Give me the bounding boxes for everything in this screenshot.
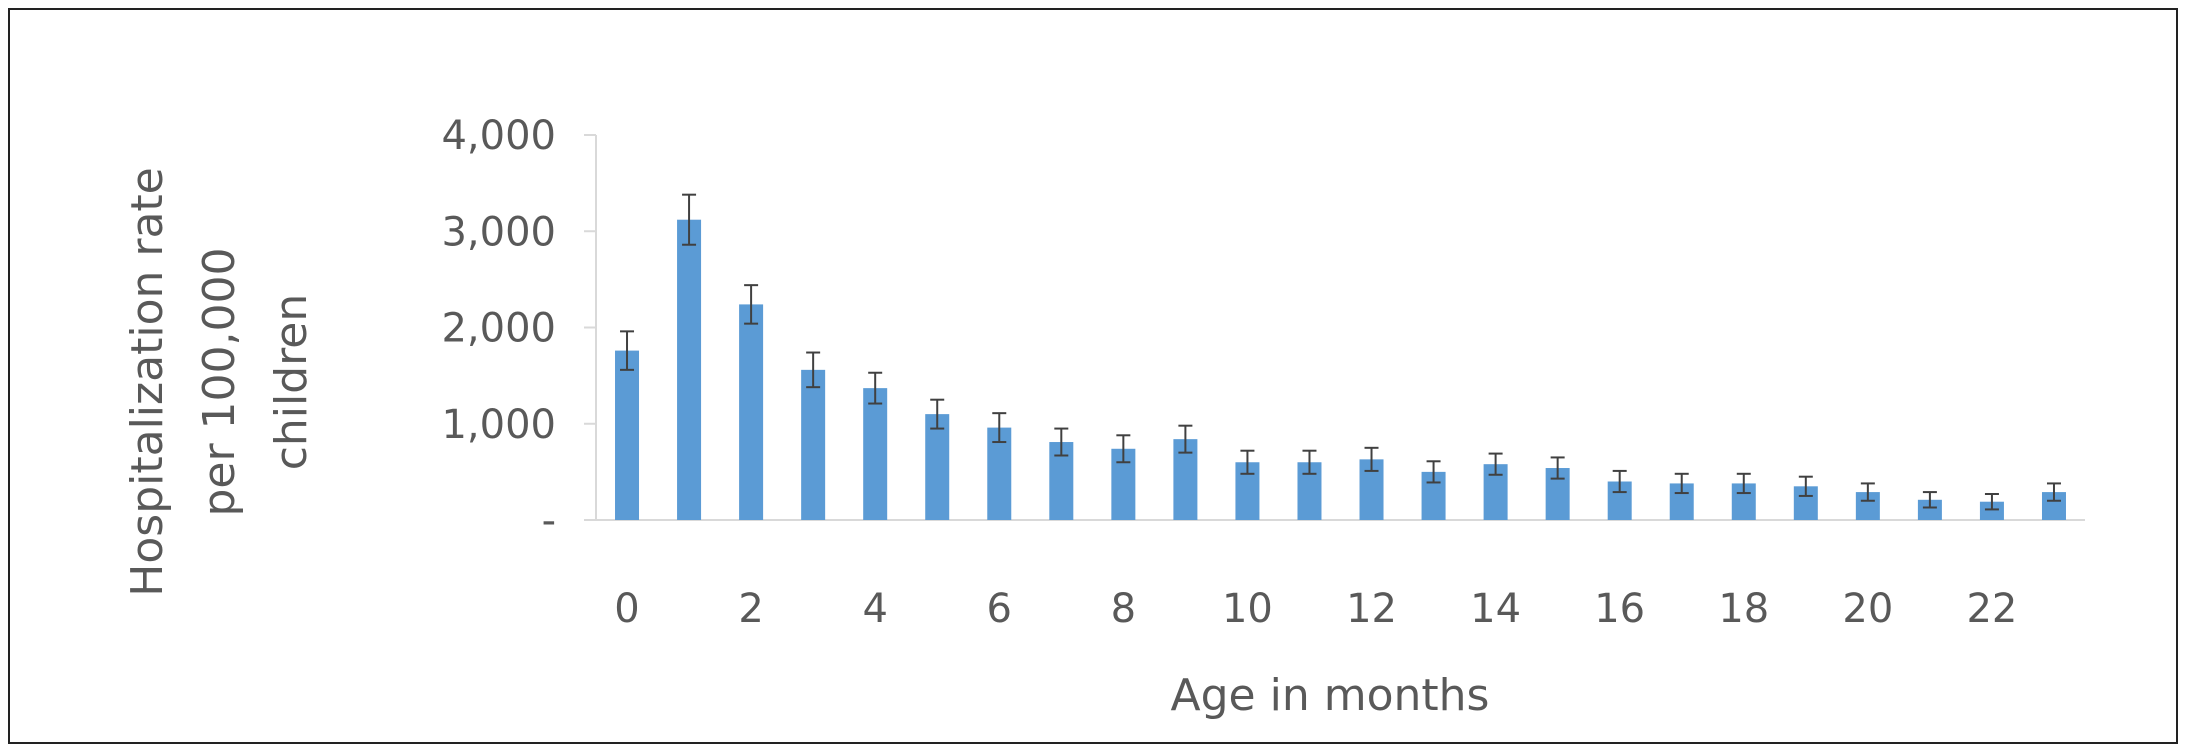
bar — [615, 350, 640, 520]
error-bar — [1984, 493, 1999, 511]
error-bar — [1736, 472, 1751, 495]
x-tick-label: 16 — [1594, 586, 1645, 632]
error-bar — [620, 330, 635, 371]
bar — [1917, 499, 1942, 520]
x-tick-label: 4 — [862, 586, 887, 632]
error-bar — [744, 284, 759, 325]
y-tick-label: 1,000 — [441, 402, 556, 448]
error-bar — [1364, 446, 1379, 472]
chart-frame — [8, 8, 2178, 744]
error-bar — [682, 193, 697, 246]
bar — [2041, 492, 2066, 520]
y-axis-title-line: children — [266, 294, 317, 471]
error-bar — [1922, 491, 1937, 509]
error-bar — [1426, 460, 1441, 484]
x-tick-label: 14 — [1470, 586, 1521, 632]
error-bar — [2046, 482, 2061, 502]
y-tick-label: 4,000 — [441, 113, 556, 159]
x-tick-label: 6 — [987, 586, 1012, 632]
y-axis-title-line: per 100,000 — [194, 247, 245, 516]
y-axis-title: Hospitalization rate per 100,000 children — [122, 167, 317, 596]
error-bar — [930, 398, 945, 430]
error-bar — [806, 351, 821, 389]
x-axis-title: Age in months — [1171, 670, 1490, 721]
error-bar — [868, 371, 883, 405]
error-bar — [1178, 424, 1193, 454]
x-tick-label: 18 — [1718, 586, 1769, 632]
error-bar — [1798, 475, 1813, 497]
x-tick-label: 8 — [1111, 586, 1136, 632]
error-bar — [1612, 469, 1627, 494]
error-bar — [992, 412, 1007, 444]
y-tick-label: 3,000 — [441, 209, 556, 255]
error-bars — [620, 193, 2061, 511]
x-tick-label: 22 — [1966, 586, 2017, 632]
x-tick-label: 2 — [738, 586, 763, 632]
error-bar — [1116, 434, 1131, 464]
error-bar — [1302, 449, 1317, 475]
error-bar — [1488, 452, 1503, 476]
bar — [801, 369, 826, 520]
error-bar — [1054, 427, 1069, 457]
x-tick-label: 20 — [1842, 586, 1893, 632]
x-tick-label: 0 — [614, 586, 639, 632]
bar — [677, 219, 702, 520]
bar — [863, 388, 888, 520]
y-axis-ticks: - 1,000 2,000 3,000 4,000 — [441, 113, 596, 544]
error-bar — [1550, 456, 1565, 480]
error-bar — [1674, 472, 1689, 495]
x-axis-ticks: 0 2 4 6 8 10 12 14 16 18 20 22 — [614, 586, 2017, 632]
bars — [615, 219, 2066, 520]
x-tick-label: 12 — [1346, 586, 1397, 632]
bar — [925, 414, 950, 520]
y-tick-label: 2,000 — [441, 306, 556, 352]
y-tick-label: - — [542, 498, 556, 544]
error-bar — [1860, 482, 1875, 502]
error-bar — [1240, 449, 1255, 475]
y-axis-title-line: Hospitalization rate — [122, 167, 173, 596]
x-tick-label: 10 — [1222, 586, 1273, 632]
bar — [739, 304, 764, 520]
bar — [1979, 501, 2004, 520]
